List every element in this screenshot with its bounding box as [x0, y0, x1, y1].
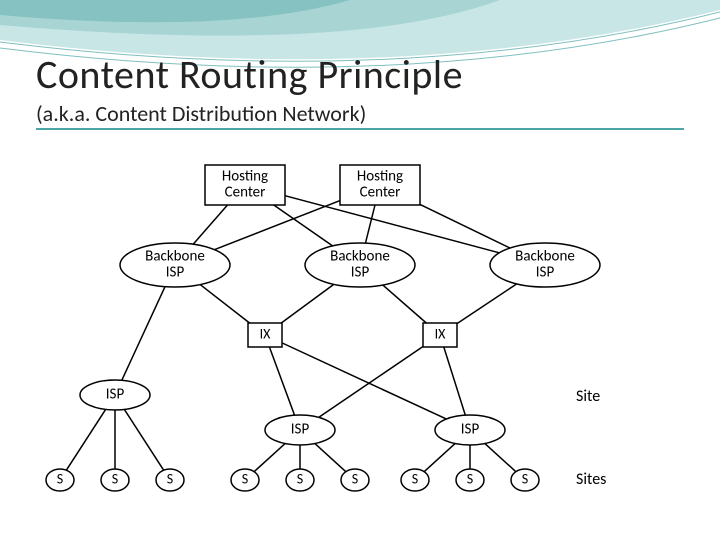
node-ix2: IX: [423, 323, 457, 347]
node-s11: S: [286, 469, 314, 491]
node-label: ISP: [461, 421, 480, 439]
edge: [124, 409, 163, 470]
edge: [200, 285, 249, 323]
node-label: S: [112, 470, 118, 487]
slide-title: Content Routing Principle: [36, 50, 463, 99]
diagram-annotation: Sites: [576, 470, 606, 489]
slide-subtitle: (a.​k.​a. Content Distribution Network): [36, 100, 374, 127]
edge: [193, 205, 227, 244]
node-s12: S: [341, 469, 369, 491]
diagram-annotation: Site: [576, 387, 600, 406]
node-label: IX: [260, 325, 272, 342]
node-label: S: [297, 470, 303, 487]
node-label: ISP: [106, 386, 125, 404]
node-bb3: BackboneISP: [490, 243, 600, 287]
node-isp2: ISP: [435, 415, 505, 445]
node-label: Center: [225, 184, 266, 202]
edge: [365, 205, 375, 243]
edge: [122, 287, 165, 381]
node-label: IX: [435, 325, 447, 342]
edge: [269, 347, 294, 415]
edge: [319, 347, 423, 418]
edge: [282, 343, 446, 419]
edge: [66, 409, 105, 470]
network-diagram: HostingCenter HostingCenter BackboneISP Bac…: [0, 155, 720, 515]
node-label: S: [242, 470, 248, 487]
node-s22: S: [511, 469, 539, 491]
node-s20: S: [401, 469, 429, 491]
edge: [274, 205, 333, 246]
edge: [444, 347, 466, 415]
node-bb2: BackboneISP: [305, 243, 415, 287]
edge: [420, 204, 510, 248]
node-bb1: BackboneISP: [120, 243, 230, 287]
node-isp0: ISP: [80, 380, 150, 410]
accent-underline: [36, 128, 684, 130]
edge: [315, 444, 346, 472]
edge: [424, 444, 455, 472]
node-s10: S: [231, 469, 259, 491]
node-label: S: [352, 470, 358, 487]
node-label: S: [522, 470, 528, 487]
edge: [281, 284, 333, 323]
node-s02: S: [156, 469, 184, 491]
node-label: S: [467, 470, 473, 487]
node-label: Center: [360, 184, 401, 202]
node-s00: S: [46, 469, 74, 491]
node-hc2: HostingCenter: [340, 165, 420, 205]
node-label: ISP: [536, 264, 555, 282]
node-hc1: HostingCenter: [205, 165, 285, 205]
edge: [485, 444, 516, 472]
node-label: S: [167, 470, 173, 487]
node-label: S: [412, 470, 418, 487]
node-ix1: IX: [248, 323, 282, 347]
node-s01: S: [101, 469, 129, 491]
node-label: ISP: [166, 264, 185, 282]
node-isp1: ISP: [265, 415, 335, 445]
edge: [383, 285, 426, 323]
node-s21: S: [456, 469, 484, 491]
node-label: ISP: [291, 421, 310, 439]
diagram-nodes: HostingCenter HostingCenter BackboneISP Bac…: [46, 165, 600, 491]
edge: [457, 284, 517, 324]
node-label: S: [57, 470, 63, 487]
node-label: ISP: [351, 264, 370, 282]
edge: [254, 444, 285, 472]
